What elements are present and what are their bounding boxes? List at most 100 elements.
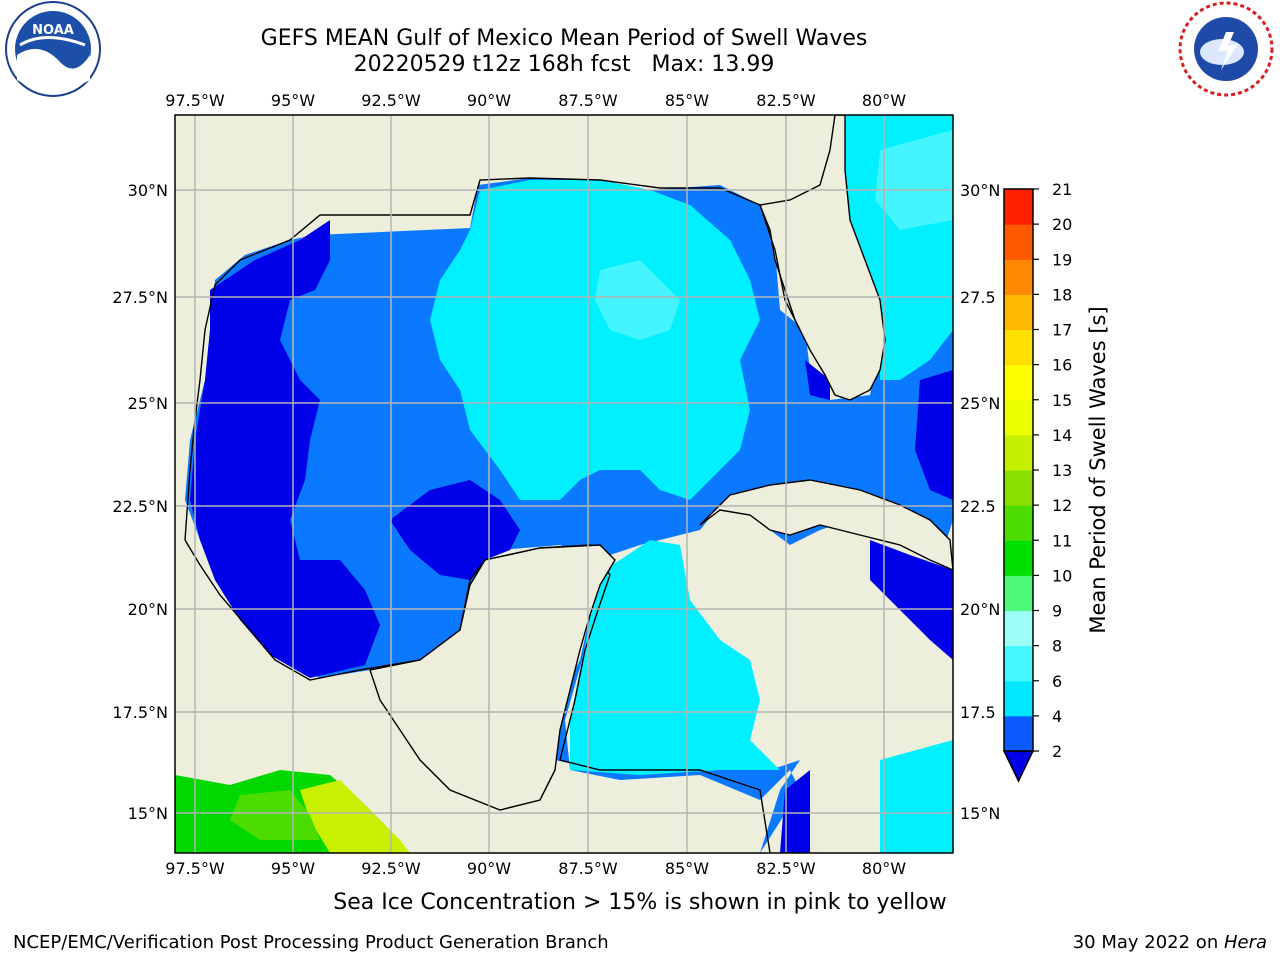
lon-label-bottom: 97.5°W [165, 859, 225, 878]
deep-blue-south [780, 770, 810, 853]
colorbar-segment [1004, 294, 1033, 330]
colorbar: 2 4 6 8 9 10 11 12 13 14 15 16 17 18 19 20 21 [1002, 180, 1072, 783]
colorbar-segment [1004, 715, 1033, 752]
lat-label-right: 25°N [960, 394, 1000, 413]
colorbar-tick-label: 12 [1052, 496, 1072, 515]
colorbar-tick-label: 6 [1052, 672, 1062, 691]
sea-ice-note-text: Sea Ice Concentration > 15% is shown in … [333, 890, 947, 915]
colorbar-segment [1004, 434, 1033, 471]
lon-label-bottom: 95°W [271, 859, 315, 878]
lon-label-top: 80°W [862, 91, 906, 110]
lat-label-right: 20°N [960, 600, 1000, 619]
lat-label-right: 15°N [960, 804, 1000, 823]
lon-label-top: 82.5°W [756, 91, 816, 110]
graticule [175, 115, 953, 853]
colorbar-tick-label: 10 [1052, 566, 1072, 585]
lon-label-top: 95°W [271, 91, 315, 110]
cyan-caribbean-east [880, 740, 953, 853]
footer-date-text: 30 May 2022 on [1072, 932, 1224, 953]
colorbar-segment [1004, 224, 1033, 260]
lon-label-bottom: 82.5°W [756, 859, 816, 878]
colorbar-tick-label: 21 [1052, 180, 1072, 199]
colorbar-segment [1004, 540, 1033, 576]
lat-labels-right: 30°N 27.5 25°N 22.5 20°N 17.5 15°N [960, 181, 1000, 823]
colorbar-segment [1004, 610, 1033, 647]
lon-labels-top: 97.5°W 95°W 92.5°W 90°W 87.5°W 85°W 82.5… [165, 91, 906, 110]
colorbar-segment [1004, 575, 1033, 611]
lon-label-top: 85°W [665, 91, 709, 110]
lat-label-left: 27.5°N [112, 288, 168, 307]
light-cyan-patch [595, 260, 680, 340]
lon-label-bottom: 80°W [862, 859, 906, 878]
colorbar-tick-label: 15 [1052, 391, 1072, 410]
lat-label-right: 30°N [960, 181, 1000, 200]
colorbar-tick-label: 4 [1052, 707, 1062, 726]
map-title: GEFS MEAN Gulf of Mexico Mean Period of … [0, 26, 1128, 78]
colorbar-segment [1004, 364, 1033, 401]
colorbar-tick-label: 20 [1052, 215, 1072, 234]
colorbar-tick-label: 2 [1052, 742, 1062, 761]
nws-logo [1178, 1, 1274, 97]
deep-blue-campeche [390, 480, 520, 580]
lon-label-bottom: 92.5°W [361, 859, 421, 878]
footer-machine: Hera [1223, 932, 1267, 953]
sea-ice-note: Sea Ice Concentration > 15% is shown in … [0, 890, 1280, 915]
light-cyan-atlantic [875, 130, 953, 230]
colorbar-segment [1004, 399, 1033, 436]
colorbar-tick-label: 9 [1052, 602, 1062, 621]
lat-label-right: 17.5 [960, 703, 996, 722]
pacific-midgreen [230, 790, 320, 840]
lon-label-top: 92.5°W [361, 91, 421, 110]
lat-label-left: 17.5°N [112, 703, 168, 722]
lat-labels-left: 30°N 27.5°N 25°N 22.5°N 20°N 17.5°N 15°N [112, 181, 168, 823]
lat-label-left: 30°N [128, 181, 168, 200]
lat-label-left: 25°N [128, 394, 168, 413]
footer-credit: NCEP/EMC/Verification Post Processing Pr… [13, 932, 609, 953]
colorbar-tick-label: 13 [1052, 461, 1072, 480]
colorbar-segment [1004, 329, 1033, 366]
cuba [699, 479, 953, 571]
lon-label-top: 97.5°W [165, 91, 225, 110]
colorbar-segment [1004, 470, 1033, 506]
lat-label-left: 20°N [128, 600, 168, 619]
deep-blue-keys [805, 360, 830, 400]
yucatan [369, 544, 616, 811]
lat-label-right: 22.5 [960, 497, 996, 516]
colorbar-segment [1004, 259, 1033, 295]
lat-label-left: 15°N [128, 804, 168, 823]
footer-date: 30 May 2022 on Hera [1073, 932, 1267, 953]
colorbar-label: Mean Period of Swell Waves [s] [1086, 306, 1110, 634]
colorbar-segment [1004, 680, 1033, 717]
lon-label-top: 87.5°W [558, 91, 618, 110]
title-line-2: 20220529 t12z 168h fcst Max: 13.99 [353, 52, 775, 77]
colorbar-tick-label: 8 [1052, 637, 1062, 656]
gulf-water [185, 178, 953, 853]
colorbar-under-extend [1002, 750, 1035, 783]
map-frame [174, 114, 954, 854]
colorbar-tick-label: 19 [1052, 250, 1072, 269]
pacific-lime [300, 780, 410, 853]
florida [759, 115, 886, 401]
cyan-caribbean [570, 540, 780, 775]
noaa-logo: NOAA [5, 1, 101, 97]
lat-label-right: 27.5 [960, 288, 996, 307]
colorbar-tick-label: 17 [1052, 321, 1072, 340]
title-line-1: GEFS MEAN Gulf of Mexico Mean Period of … [260, 26, 868, 51]
colorbar-segment [1004, 645, 1033, 682]
lon-label-bottom: 85°W [665, 859, 709, 878]
deep-blue-west [190, 220, 380, 678]
lon-label-bottom: 87.5°W [558, 859, 618, 878]
cyan-central-gulf [430, 180, 760, 500]
lat-label-left: 22.5°N [112, 497, 168, 516]
colorbar-segment [1004, 505, 1033, 541]
colorbar-tick-label: 14 [1052, 426, 1072, 445]
colorbar-tick-label: 18 [1052, 285, 1072, 304]
lon-label-top: 90°W [467, 91, 511, 110]
noaa-logo-text: NOAA [32, 23, 74, 38]
lon-labels-bottom: 97.5°W 95°W 92.5°W 90°W 87.5°W 85°W 82.5… [165, 859, 906, 878]
map-panel [175, 115, 953, 853]
colorbar-tick-label: 11 [1052, 531, 1072, 550]
deep-blue-caribbean [870, 540, 953, 660]
lon-label-bottom: 90°W [467, 859, 511, 878]
